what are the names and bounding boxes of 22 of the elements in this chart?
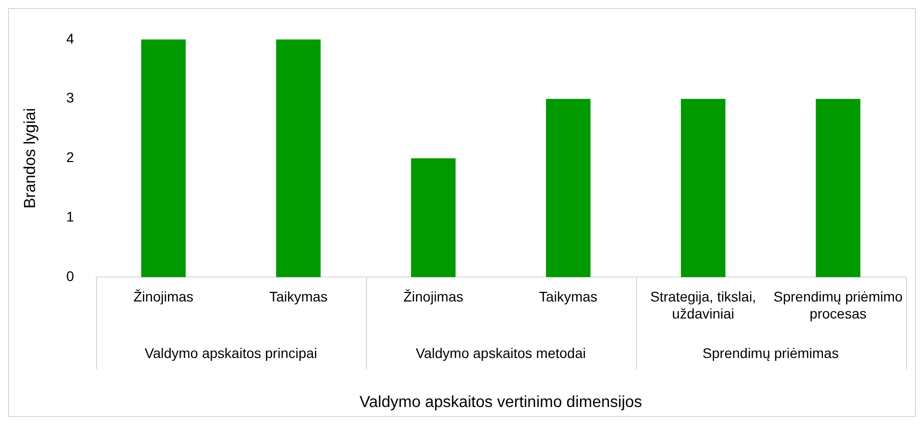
y-tick-label: 1: [66, 208, 74, 225]
y-tick-label: 4: [66, 30, 74, 46]
x-tick-label: Sprendimų priėmimo procesas: [774, 288, 903, 322]
y-tick-label: 2: [66, 149, 74, 166]
text: Sprendimų priėmimas: [702, 345, 839, 362]
x-tick-label: Taikymas: [539, 288, 598, 304]
y-tick-label: 0: [66, 268, 74, 284]
bar: [546, 98, 590, 278]
bar: [411, 158, 456, 278]
text: Valdymo apskaitos metodai: [416, 345, 586, 362]
y-tick-label: 3: [66, 90, 74, 106]
bar: [141, 39, 186, 278]
text: Valdymo apskaitos principai: [144, 345, 318, 362]
x-axis-title: Valdymo apskaitos vertinimo dimensijos: [360, 394, 642, 411]
x-tick-label: Strategija, tikslai, uždaviniai: [650, 288, 756, 322]
bar: [680, 98, 726, 278]
bar: [816, 98, 860, 278]
x-tick-label: Taikymas: [269, 288, 328, 304]
x-tick-label: Žinojimas: [403, 288, 464, 304]
x-tick-label: Žinojimas: [133, 288, 194, 304]
y-axis-title: Brandos lygiai: [22, 108, 40, 209]
bar: [276, 39, 321, 278]
